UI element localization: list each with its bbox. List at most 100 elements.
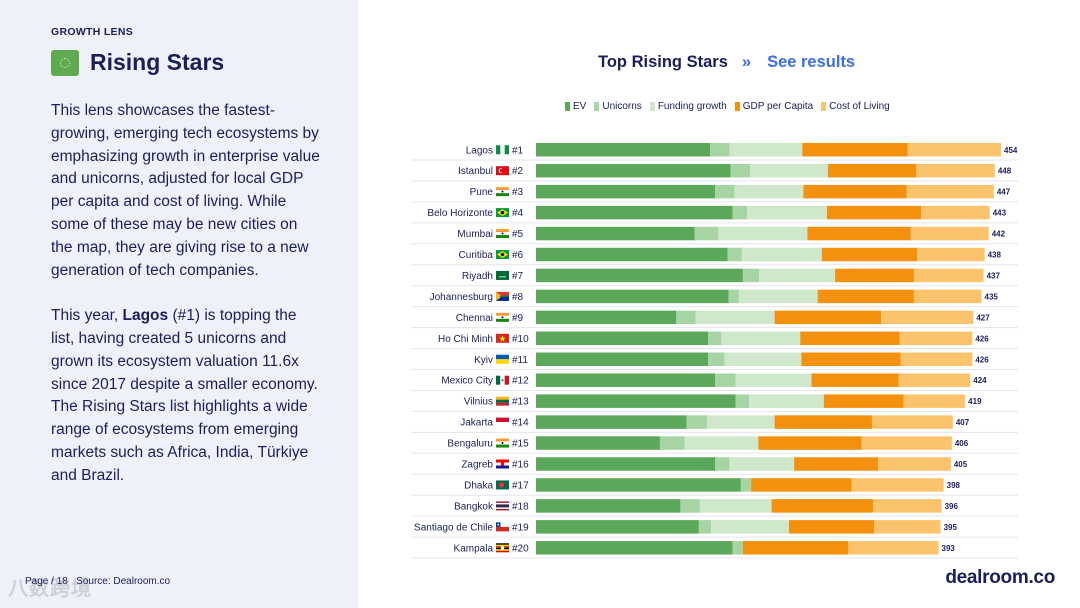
bar-segment-funding bbox=[707, 415, 775, 429]
bar-segment-funding bbox=[729, 457, 795, 471]
bar-segment-col bbox=[913, 268, 984, 283]
bar-segment-funding bbox=[759, 268, 836, 283]
rank-label: #3 bbox=[512, 187, 524, 198]
chart-row: #20 Kampala 393 bbox=[411, 541, 1018, 559]
bar-segment-ev bbox=[536, 436, 660, 450]
flag-icon-th bbox=[496, 501, 509, 511]
chart-row: #12 Mexico City 424 bbox=[411, 373, 1018, 391]
bar-segment-col bbox=[871, 415, 953, 429]
flag-icon-in bbox=[496, 187, 509, 197]
category-label: Bangkok bbox=[454, 501, 494, 512]
bar-segment-unicorns bbox=[698, 520, 712, 534]
flag-icon-ng bbox=[496, 145, 509, 155]
flag-icon-br bbox=[496, 250, 509, 259]
category-label: Curitiba bbox=[459, 250, 494, 261]
category-label: Ho Chi Minh bbox=[438, 334, 493, 345]
total-label: 437 bbox=[987, 271, 1001, 280]
category-label: Jakarta bbox=[460, 418, 493, 429]
bar-segment-gdp bbox=[794, 457, 879, 471]
bar-segment-ev bbox=[536, 541, 733, 555]
description-paragraph-3: The Rising Stars list highlights a wide … bbox=[51, 398, 309, 484]
total-label: 405 bbox=[954, 460, 968, 469]
description-paragraph-1: This lens showcases the fastest-growing,… bbox=[51, 102, 320, 279]
rank-label: #11 bbox=[512, 355, 528, 366]
bar-segment-col bbox=[861, 436, 952, 450]
rank-label: #8 bbox=[512, 292, 524, 303]
bar-segment-ev bbox=[536, 478, 741, 492]
total-label: 443 bbox=[993, 209, 1007, 218]
p2-post: (#1) is topping the list, having created… bbox=[51, 307, 318, 393]
bar-segment-gdp bbox=[811, 373, 899, 387]
total-label: 395 bbox=[944, 523, 958, 532]
legend-item-unicorns: Unicorns bbox=[594, 101, 642, 112]
bar-segment-gdp bbox=[801, 352, 901, 366]
total-label: 427 bbox=[976, 313, 990, 322]
chart-legend: EV Unicorns Funding growth GDP per Capita Co… bbox=[565, 101, 898, 112]
p2-pre: This year, bbox=[51, 307, 123, 325]
rank-label: #16 bbox=[512, 460, 529, 471]
bar-segment-ev bbox=[536, 143, 711, 157]
flag-icon-ua bbox=[496, 354, 509, 364]
flag-icon-br bbox=[496, 208, 509, 218]
chart-header: Top Rising Stars » See results bbox=[598, 53, 855, 72]
bar-segment-unicorns bbox=[708, 331, 722, 346]
total-label: 406 bbox=[955, 439, 969, 448]
rising-stars-icon bbox=[51, 49, 79, 76]
total-label: 407 bbox=[956, 418, 970, 427]
bar-segment-unicorns bbox=[742, 268, 760, 283]
description: This lens showcases the fastest-growing,… bbox=[51, 100, 321, 488]
rank-label: #5 bbox=[512, 229, 524, 240]
bar-segment-gdp bbox=[826, 205, 922, 220]
flag-icon-cl bbox=[496, 522, 509, 532]
bar-segment-col bbox=[910, 226, 989, 241]
total-label: 396 bbox=[945, 502, 959, 511]
bar-segment-funding bbox=[749, 394, 824, 408]
legend-item-gdp: GDP per Capita bbox=[734, 101, 813, 112]
bar-segment-gdp bbox=[771, 499, 873, 513]
brand-logo[interactable]: dealroom.co bbox=[945, 567, 1055, 588]
bar-segment-unicorns bbox=[715, 184, 735, 199]
bar-segment-col bbox=[878, 457, 951, 471]
flag-icon-in bbox=[496, 229, 509, 239]
bar-segment-funding bbox=[729, 143, 803, 157]
chart-title: Top Rising Stars bbox=[598, 53, 728, 71]
legend-swatch-gdp bbox=[734, 102, 740, 111]
bar-segment-funding bbox=[724, 352, 802, 366]
rank-label: #4 bbox=[512, 208, 524, 219]
bar-segment-unicorns bbox=[708, 352, 725, 366]
bar-segment-funding bbox=[699, 499, 772, 513]
bar-segment-ev bbox=[536, 289, 729, 304]
bar-segment-col bbox=[900, 352, 973, 366]
bar-segment-ev bbox=[536, 520, 699, 534]
description-paragraph-2: This year, Lagos (#1) is topping the lis… bbox=[51, 305, 321, 396]
bar-segment-ev bbox=[536, 457, 716, 471]
bar-segment-col bbox=[907, 143, 1001, 157]
bar-segment-unicorns bbox=[676, 310, 696, 325]
bar-segment-unicorns bbox=[710, 143, 730, 157]
bar-segment-ev bbox=[536, 226, 695, 241]
legend-item-ev: EV bbox=[565, 101, 586, 112]
bar-segment-gdp bbox=[742, 541, 849, 555]
chart-row: #13 Vilnius 419 bbox=[411, 394, 1018, 412]
bar-segment-unicorns bbox=[735, 394, 750, 408]
see-results-link[interactable]: See results bbox=[767, 53, 856, 71]
legend-label-col: Cost of Living bbox=[829, 101, 890, 112]
category-label: Dhaka bbox=[464, 480, 493, 491]
bar-segment-unicorns bbox=[740, 478, 752, 492]
legend-swatch-unicorns bbox=[594, 102, 600, 111]
bar-segment-ev bbox=[536, 373, 716, 387]
bar-segment-col bbox=[873, 520, 941, 534]
bar-segment-ev bbox=[536, 331, 709, 346]
page-number: Page / 18 bbox=[25, 576, 68, 587]
rank-label: #2 bbox=[512, 166, 524, 177]
chart-row: #14 Jakarta 407 bbox=[411, 415, 1018, 433]
title-row: Rising Stars bbox=[51, 49, 224, 76]
category-label: Chennai bbox=[456, 313, 493, 324]
bar-segment-gdp bbox=[823, 394, 904, 408]
bar-segment-col bbox=[921, 205, 990, 220]
rank-label: #13 bbox=[512, 397, 529, 408]
bar-segment-unicorns bbox=[659, 436, 685, 450]
total-label: 454 bbox=[1004, 146, 1018, 155]
p2-highlight-lagos: Lagos bbox=[122, 307, 169, 325]
